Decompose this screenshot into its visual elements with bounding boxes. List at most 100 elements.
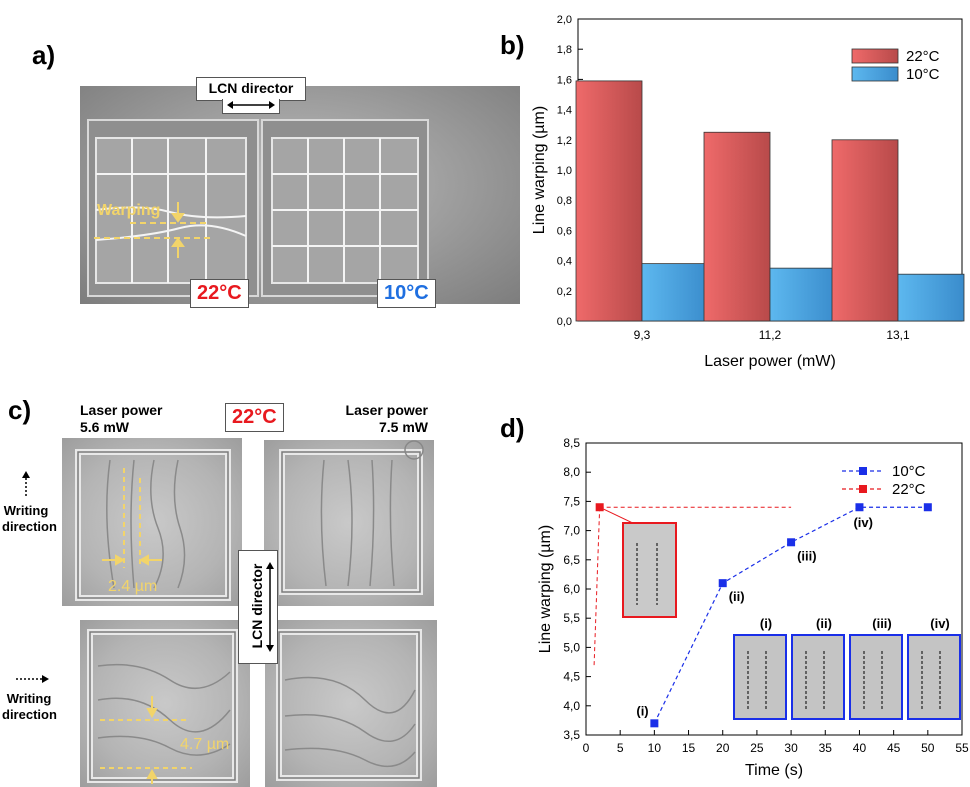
chart-b-bar: [703, 131, 771, 322]
warping-label: Warping: [97, 202, 161, 219]
chart-b-ytick-label: 2,0: [557, 14, 572, 26]
laser-power-left-line1: Laser power: [80, 402, 163, 418]
chart-b-bar: [831, 139, 899, 322]
chart-d-ytick-label: 3,5: [563, 728, 580, 742]
chart-d-legend-label: 22°C: [892, 481, 926, 498]
laser-power-right-line1: Laser power: [345, 402, 428, 418]
chart-d-inset-frame: [791, 634, 845, 720]
chart-d-ytick-label: 7,0: [563, 524, 580, 538]
chart-b-bar: [897, 273, 965, 322]
chart-d-xtick-label: 55: [955, 741, 969, 755]
chart-b-ytick-label: 0,8: [557, 195, 572, 207]
chart-d-ytick-label: 8,5: [563, 436, 580, 450]
temp-badge-c: 22°C: [225, 403, 284, 432]
chart-d-xlabel: Time (s): [745, 762, 803, 779]
chart-d-inset-22-frame: [622, 522, 677, 618]
chart-b-ytick-label: 1,6: [557, 74, 572, 86]
chart-d-xtick-label: 5: [617, 741, 624, 755]
chart-b-xlabel: Laser power (mW): [704, 353, 836, 370]
chart-b-xtick-label: 13,1: [886, 328, 910, 342]
laser-power-left-line2: 5.6 mW: [80, 419, 130, 435]
chart-b-legend-swatch: [851, 66, 899, 82]
chart-d-legend-label: 10°C: [892, 463, 926, 480]
chart-b-xtick-label: 9,3: [634, 328, 651, 342]
chart-d-inset-label: (iv): [930, 616, 950, 631]
chart-d-point-10: [787, 538, 796, 547]
writing-label-1a: Writing: [3, 503, 49, 518]
chart-d-legend-marker: [859, 485, 867, 493]
measure-top: 2.4 µm: [108, 578, 158, 595]
chart-b: 0,0 0,2 0,4 0,6 0,8 1,0 1,2 1,4 1,6 1,8 2,0 9,3 11,2…: [531, 14, 965, 370]
chart-d: 3,5 4,0 4,5 5,0 5,5 6,0 6,5 7,0 7,5 8,0 8,5 0 5 10 15 2…: [537, 436, 969, 779]
chart-d-xtick-label: 30: [784, 741, 798, 755]
chart-b-legend-swatch: [851, 48, 899, 64]
right-scaffold-grid: [272, 138, 418, 283]
optical-image-bottom-right: [265, 620, 437, 787]
chart-b-legend-label: 10°C: [906, 66, 940, 83]
chart-d-ytick-label: 5,0: [563, 640, 580, 654]
writing-direction-horizontal: Writing direction: [2, 672, 57, 722]
chart-d-ytick-label: 4,5: [563, 670, 580, 684]
laser-power-right-line2: 7.5 mW: [378, 419, 428, 435]
chart-d-point-label: (iii): [797, 548, 817, 563]
chart-d-point-10: [650, 719, 659, 728]
chart-d-xtick-label: 45: [887, 741, 901, 755]
dashed-up-arrow-icon: [22, 471, 30, 496]
chart-d-ytick-label: 5,5: [563, 611, 580, 625]
panel-d-label: d): [500, 413, 525, 443]
director-box-c: LCN director: [238, 550, 278, 664]
chart-d-inset-10: [733, 634, 787, 720]
chart-b-bar: [769, 267, 837, 322]
chart-d-ytick-label: 7,5: [563, 494, 580, 508]
laser-power-left: Laser power 5.6 mW: [80, 402, 162, 436]
sem-image: Warping: [80, 86, 520, 304]
temp-badge-10: 10°C: [377, 279, 436, 308]
chart-d-inset-label: (ii): [816, 616, 832, 631]
chart-d-point-10: [923, 503, 932, 512]
chart-b-ytick-label: 1,8: [557, 44, 572, 56]
double-arrow-icon: [227, 101, 275, 109]
chart-d-inset-22: [622, 522, 677, 618]
chart-b-ytick-label: 0,6: [557, 225, 572, 237]
panel-a-label: a): [32, 40, 56, 70]
optical-image-bottom-left: 4.7 µm: [80, 620, 250, 787]
warping-arrows: [171, 202, 185, 258]
optical-image-top-left: 2.4 µm: [62, 438, 242, 606]
chart-d-xtick-label: 10: [648, 741, 662, 755]
chart-d-xtick-label: 20: [716, 741, 730, 755]
chart-b-ytick-label: 0,0: [557, 316, 572, 328]
director-arrow-box-a: [222, 99, 280, 114]
chart-d-point-label: (iv): [853, 515, 873, 530]
chart-d-inset-label: (i): [760, 616, 772, 631]
warping-guides: [94, 222, 210, 239]
chart-d-xtick-label: 40: [853, 741, 867, 755]
chart-d-inset-10: [791, 634, 845, 720]
chart-d-22-vline: [593, 507, 601, 668]
chart-d-ylabel: Line warping (µm): [537, 525, 554, 653]
chart-d-xtick-label: 25: [750, 741, 764, 755]
chart-d-ytick-label: 8,0: [563, 465, 580, 479]
chart-d-ytick-label: 6,0: [563, 582, 580, 596]
chart-d-inset-frame: [849, 634, 903, 720]
chart-d-xtick-label: 15: [682, 741, 696, 755]
writing-label-2a: Writing: [6, 691, 52, 706]
chart-d-inset-10: [849, 634, 903, 720]
chart-b-ytick-label: 1,0: [557, 165, 572, 177]
chart-b-ytick-label: 1,4: [557, 105, 572, 117]
director-label-a: LCN director: [208, 80, 294, 96]
chart-d-point-label: (i): [636, 703, 648, 718]
temp-badge-22: 22°C: [190, 279, 249, 308]
chart-b-ytick-label: 0,2: [557, 286, 572, 298]
writing-label-1b: direction: [2, 519, 57, 534]
chart-b-bar: [641, 263, 709, 322]
chart-b-bar: [575, 80, 643, 322]
panel-c-label: c): [8, 395, 32, 425]
chart-b-ytick-label: 1,2: [557, 135, 572, 147]
laser-power-right: Laser power 7.5 mW: [342, 402, 428, 436]
chart-d-xtick-label: 0: [583, 741, 590, 755]
chart-b-xtick-label: 11,2: [759, 328, 782, 342]
chart-d-inset-frame: [907, 634, 961, 720]
panel-b-label: b): [500, 30, 525, 60]
optical-image-top-right: [264, 440, 434, 606]
chart-d-point-10: [718, 579, 727, 588]
